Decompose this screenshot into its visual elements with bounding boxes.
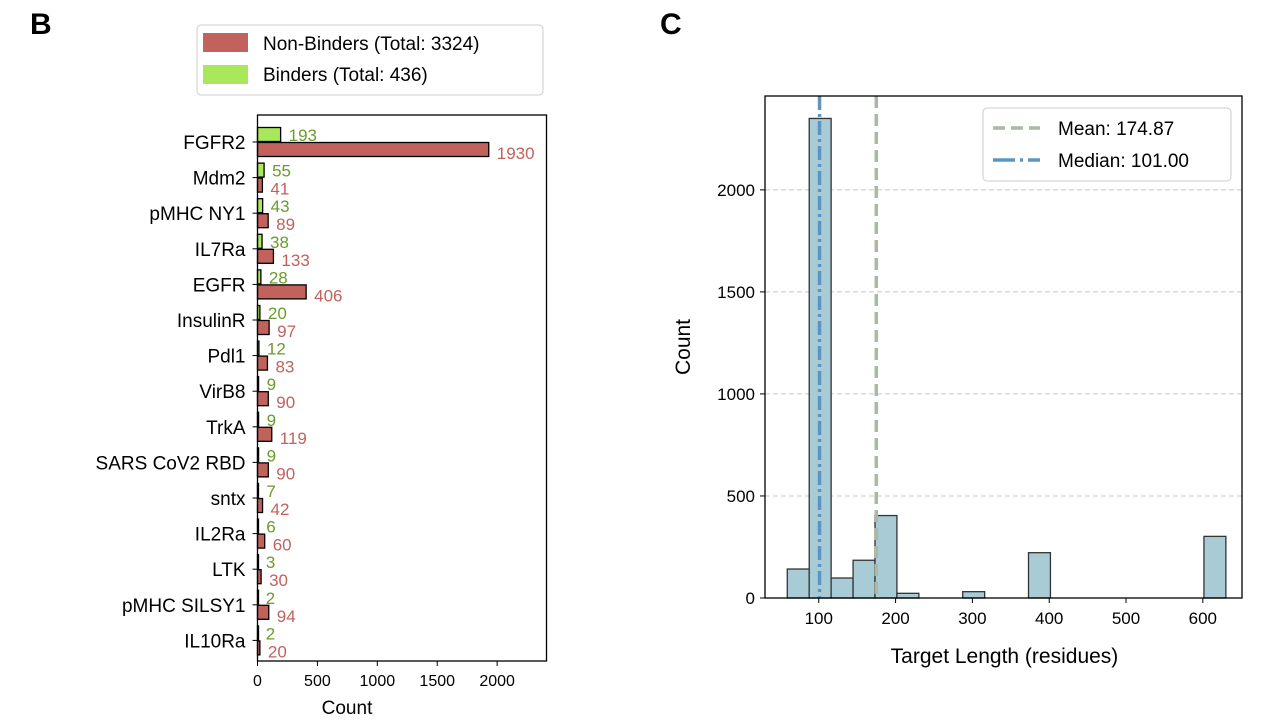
non-binder-value-label: 119 bbox=[280, 429, 307, 448]
legend: Non-Binders (Total: 3324) Binders (Total:… bbox=[196, 24, 544, 96]
non-binder-value-label: 90 bbox=[276, 393, 295, 412]
category-label: TrkA bbox=[206, 418, 246, 439]
panel-c-length-histogram: C 0 500 1000 1500 2000 100 200 300 400 500 600 Targe… bbox=[660, 8, 1243, 668]
x-tick-label: 500 bbox=[304, 673, 331, 690]
binder-value-label: 2 bbox=[266, 624, 275, 643]
binder-value-label: 20 bbox=[268, 304, 287, 323]
x-tick-label: 500 bbox=[1112, 609, 1140, 628]
x-axis-label: Target Length (residues) bbox=[891, 645, 1119, 668]
category-label: sntx bbox=[211, 489, 246, 510]
binder-value-label: 3 bbox=[266, 553, 275, 572]
plot-frame bbox=[256, 114, 548, 662]
histogram-bar bbox=[874, 514, 898, 599]
category-label: EGFR bbox=[193, 275, 246, 296]
category-label: InsulinR bbox=[177, 311, 246, 332]
non-binder-bar bbox=[256, 497, 264, 514]
x-tick-label: 200 bbox=[881, 609, 909, 628]
binder-value-label: 28 bbox=[269, 268, 288, 287]
legend-entry: Median: 101.00 bbox=[1058, 151, 1189, 172]
category-label: VirB8 bbox=[199, 382, 245, 403]
binder-value-label: 7 bbox=[266, 482, 275, 501]
category-label: IL2Ra bbox=[195, 525, 246, 546]
legend: Mean: 174.87 Median: 101.00 bbox=[982, 107, 1232, 182]
y-tick-label: 1000 bbox=[717, 385, 755, 404]
panel-label: B bbox=[30, 8, 52, 41]
non-binder-value-label: 406 bbox=[314, 286, 342, 305]
non-binder-value-label: 42 bbox=[271, 500, 290, 519]
y-tick-label: 2000 bbox=[717, 181, 755, 200]
non-binders-swatch bbox=[203, 33, 248, 52]
binder-bar bbox=[256, 198, 264, 214]
binder-value-label: 9 bbox=[267, 375, 276, 394]
plot-frame bbox=[764, 95, 1243, 599]
non-binder-value-label: 60 bbox=[273, 536, 292, 555]
binder-value-label: 193 bbox=[289, 126, 317, 145]
x-tick-label: 600 bbox=[1189, 609, 1217, 628]
y-tick-label: 500 bbox=[727, 487, 755, 506]
x-tick-label: 1000 bbox=[360, 673, 396, 690]
binder-value-label: 38 bbox=[270, 233, 289, 252]
non-binder-value-label: 89 bbox=[276, 215, 295, 234]
category-label: IL7Ra bbox=[195, 240, 246, 261]
histogram-bar bbox=[896, 592, 920, 599]
non-binder-value-label: 133 bbox=[281, 251, 309, 270]
y-tick-label: 0 bbox=[746, 589, 755, 608]
non-binder-value-label: 41 bbox=[270, 180, 289, 199]
binder-value-label: 55 bbox=[272, 162, 291, 181]
histogram-bar bbox=[786, 568, 810, 599]
binder-value-label: 6 bbox=[266, 518, 275, 537]
non-binder-value-label: 94 bbox=[277, 607, 296, 626]
non-binder-bar bbox=[256, 177, 264, 193]
binder-value-label: 43 bbox=[271, 197, 290, 216]
x-tick-label: 1500 bbox=[419, 673, 455, 690]
binder-bar bbox=[256, 233, 263, 249]
y-tick-label: 1500 bbox=[717, 283, 755, 302]
panel-label: C bbox=[660, 8, 682, 41]
non-binder-bar bbox=[256, 213, 269, 229]
x-axis-label: Count bbox=[322, 698, 373, 719]
legend-frame bbox=[982, 107, 1232, 182]
x-tick-label: 0 bbox=[253, 673, 262, 690]
x-tick-label: 100 bbox=[805, 609, 833, 628]
non-binder-value-label: 1930 bbox=[497, 144, 535, 163]
non-binder-bar bbox=[256, 533, 266, 549]
legend-entry: Non-Binders (Total: 3324) bbox=[263, 34, 480, 55]
x-tick-label: 2000 bbox=[479, 673, 515, 690]
y-axis-label: Count bbox=[672, 319, 695, 375]
binder-value-label: 9 bbox=[267, 446, 276, 465]
binder-value-label: 9 bbox=[267, 411, 276, 430]
binders-swatch bbox=[203, 65, 248, 84]
histogram-bar bbox=[852, 559, 876, 599]
non-binder-value-label: 20 bbox=[268, 642, 287, 661]
category-label: Mdm2 bbox=[193, 169, 246, 190]
non-binder-value-label: 90 bbox=[276, 464, 295, 483]
category-label: IL10Ra bbox=[184, 631, 246, 652]
binder-bar bbox=[256, 162, 265, 178]
histogram-bar bbox=[830, 577, 854, 599]
non-binder-value-label: 83 bbox=[275, 358, 294, 377]
category-label: LTK bbox=[212, 560, 246, 581]
non-binder-value-label: 30 bbox=[269, 571, 288, 590]
binder-value-label: 12 bbox=[267, 340, 286, 359]
binder-value-label: 2 bbox=[266, 589, 275, 608]
legend-entry: Mean: 174.87 bbox=[1058, 119, 1174, 140]
binder-bar bbox=[256, 126, 282, 143]
category-label: pMHC SILSY1 bbox=[122, 596, 246, 617]
non-binder-value-label: 97 bbox=[277, 322, 296, 341]
category-label: SARS CoV2 RBD bbox=[96, 453, 246, 474]
category-label: Pdl1 bbox=[207, 347, 245, 368]
category-label: FGFR2 bbox=[183, 133, 245, 154]
histogram-bar bbox=[1027, 552, 1052, 599]
x-tick-label: 400 bbox=[1035, 609, 1063, 628]
legend-entry: Binders (Total: 436) bbox=[263, 65, 428, 86]
x-tick-label: 300 bbox=[958, 609, 986, 628]
legend-frame bbox=[196, 24, 544, 96]
histogram-bar bbox=[962, 591, 986, 599]
category-label: pMHC NY1 bbox=[149, 204, 245, 225]
histogram-bar bbox=[1203, 535, 1227, 599]
